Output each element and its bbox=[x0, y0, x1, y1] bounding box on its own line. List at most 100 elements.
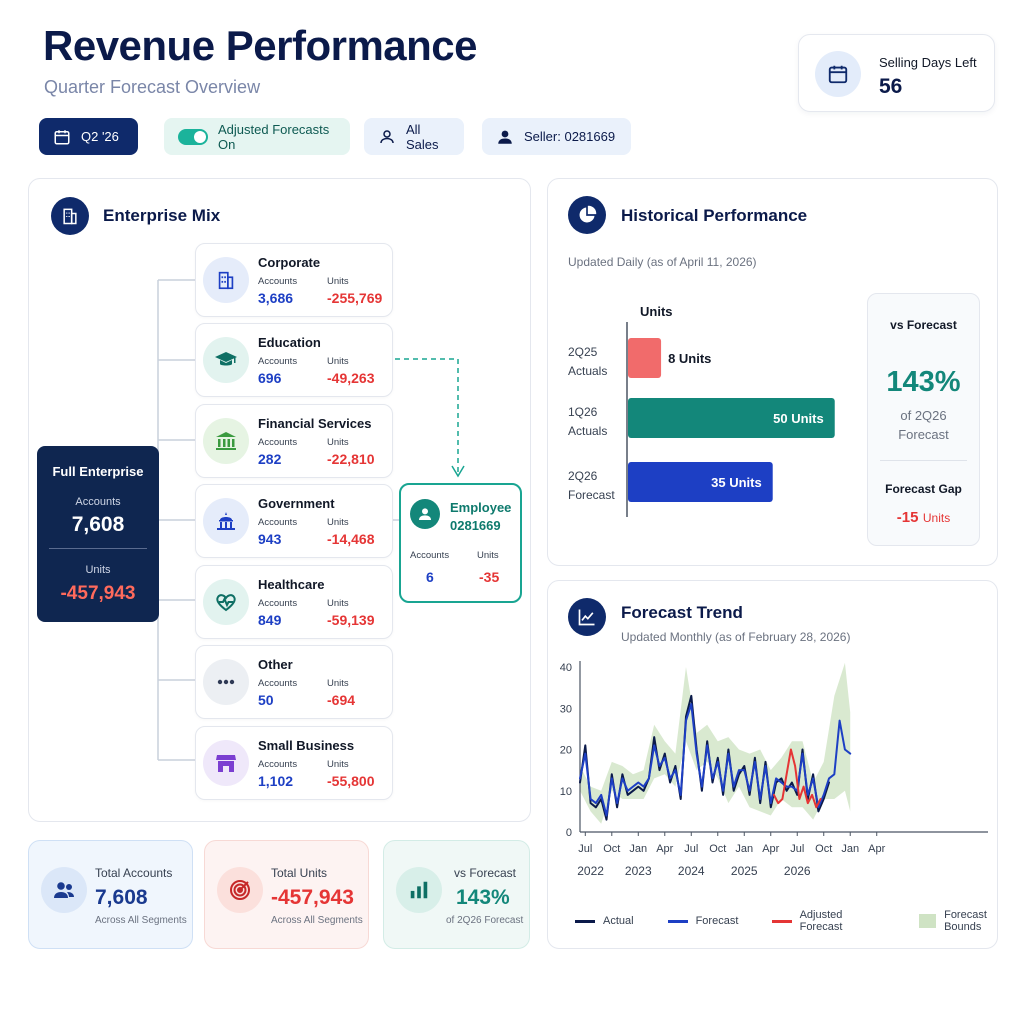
segment-card-financial-services[interactable]: Financial Services Accounts Units 282 -2… bbox=[195, 404, 393, 478]
bar-value-label: 50 Units bbox=[773, 411, 824, 426]
segment-card-healthcare[interactable]: Healthcare Accounts Units 849 -59,139 bbox=[195, 565, 393, 639]
accounts-label: Accounts bbox=[258, 437, 298, 448]
full-enterprise-units: -457,943 bbox=[60, 583, 136, 604]
employee-units: -35 bbox=[479, 569, 500, 585]
x-year-label: 2025 bbox=[731, 864, 758, 878]
vs-forecast-title: vs Forecast bbox=[890, 318, 957, 332]
segment-accounts: 3,686 bbox=[258, 290, 294, 306]
segment-card-corporate[interactable]: Corporate Accounts Units 3,686 -255,769 bbox=[195, 243, 393, 317]
segment-units: -59,139 bbox=[327, 612, 375, 628]
line-chart-icon bbox=[568, 598, 606, 636]
bar-value-label: 35 Units bbox=[711, 475, 762, 490]
units-label: Units bbox=[477, 550, 499, 561]
x-tick-label: Apr bbox=[762, 843, 779, 855]
adjusted-forecasts-label: Adjusted Forecasts On bbox=[218, 121, 330, 152]
x-tick-label: Jan bbox=[735, 843, 753, 855]
legend-adjusted: Adjusted Forecast bbox=[772, 909, 884, 933]
scope-label: All Sales bbox=[406, 121, 439, 152]
toggle-switch[interactable] bbox=[178, 128, 208, 145]
accounts-label: Accounts bbox=[258, 356, 298, 367]
x-tick-label: Jan bbox=[629, 843, 647, 855]
calendar-icon bbox=[815, 51, 861, 97]
divider bbox=[880, 460, 967, 461]
segment-card-government[interactable]: Government Accounts Units 943 -14,468 bbox=[195, 484, 393, 558]
segment-name: Healthcare bbox=[258, 577, 325, 592]
scope-selector[interactable]: All Sales bbox=[364, 118, 464, 155]
category-label: Actuals bbox=[568, 364, 607, 378]
segment-name: Education bbox=[258, 335, 321, 350]
selling-days-card: Selling Days Left 56 bbox=[798, 34, 995, 112]
trend-updated: Updated Monthly (as of February 28, 2026… bbox=[621, 630, 851, 644]
legend-label: Forecast bbox=[695, 915, 739, 927]
kpi-value: 7,608 bbox=[95, 886, 148, 909]
units-label: Units bbox=[327, 598, 349, 609]
legend-swatch bbox=[575, 919, 595, 923]
users-icon bbox=[41, 867, 87, 913]
legend-swatch bbox=[918, 914, 937, 928]
user-icon bbox=[380, 129, 394, 143]
kpi-sub: Across All Segments bbox=[95, 915, 187, 926]
adjusted-forecasts-toggle[interactable]: Adjusted Forecasts On bbox=[164, 118, 350, 155]
divider bbox=[49, 548, 147, 549]
forecast-gap-number: -15 bbox=[896, 509, 919, 526]
legend-forecast: Forecast bbox=[667, 909, 739, 933]
x-year-label: 2024 bbox=[678, 864, 705, 878]
pie-chart-icon bbox=[568, 196, 606, 234]
segment-card-education[interactable]: Education Accounts Units 696 -49,263 bbox=[195, 323, 393, 397]
full-enterprise-title: Full Enterprise bbox=[52, 464, 144, 479]
forecast-trend-panel bbox=[547, 580, 998, 949]
x-year-label: 2023 bbox=[625, 864, 652, 878]
buildings-icon bbox=[51, 197, 89, 235]
target-icon bbox=[217, 867, 263, 913]
forecast-trend-chart: 0 10 20 30 40 Jul Oct Jan Apr Jul Oct Jan Apr Jul Oct J… bbox=[560, 661, 988, 878]
quarter-label: Q2 '26 bbox=[81, 129, 119, 144]
accounts-label: Accounts bbox=[258, 517, 298, 528]
kpi-label: vs Forecast bbox=[454, 866, 517, 880]
units-label: Units bbox=[327, 517, 349, 528]
units-label: Units bbox=[327, 759, 349, 770]
accounts-label: Accounts bbox=[258, 759, 298, 770]
category-label: 2Q26 bbox=[568, 469, 598, 483]
kpi-value: 143% bbox=[456, 886, 510, 909]
quarter-selector[interactable]: Q2 '26 bbox=[39, 118, 138, 155]
x-tick-label: Oct bbox=[709, 843, 726, 855]
legend-label: Actual bbox=[603, 915, 634, 927]
employee-card[interactable]: Employee 0281669 Accounts Units 6 -35 bbox=[399, 483, 522, 603]
x-year-label: 2022 bbox=[577, 864, 604, 878]
kpi-sub: of 2Q26 Forecast bbox=[446, 915, 524, 926]
units-label: Units bbox=[327, 437, 349, 448]
segment-name: Other bbox=[258, 657, 293, 672]
segment-accounts: 849 bbox=[258, 612, 282, 628]
segment-units: -49,263 bbox=[327, 370, 375, 386]
segment-accounts: 282 bbox=[258, 451, 282, 467]
x-tick-label: Oct bbox=[603, 843, 620, 855]
y-tick-label: 10 bbox=[560, 786, 572, 798]
x-tick-label: Jan bbox=[841, 843, 859, 855]
full-enterprise-card[interactable]: Full Enterprise Accounts 7,608 Units -45… bbox=[37, 446, 159, 622]
vs-forecast-sub2: Forecast bbox=[898, 427, 949, 442]
segment-units: -55,800 bbox=[327, 773, 375, 789]
x-tick-label: Apr bbox=[868, 843, 885, 855]
units-axis-label: Units bbox=[640, 304, 673, 319]
forecast-gap-title: Forecast Gap bbox=[885, 482, 962, 496]
seller-selector[interactable]: Seller: 0281669 bbox=[482, 118, 631, 155]
building-icon bbox=[203, 257, 249, 303]
segment-units: -694 bbox=[327, 692, 356, 708]
kpi-vs-forecast: vs Forecast 143% of 2Q26 Forecast bbox=[383, 840, 530, 949]
x-tick-label: Oct bbox=[815, 843, 832, 855]
page-subtitle: Quarter Forecast Overview bbox=[44, 77, 261, 97]
calendar-icon bbox=[54, 129, 70, 144]
segment-name: Corporate bbox=[258, 255, 321, 270]
accounts-label: Accounts bbox=[410, 550, 450, 561]
person-icon bbox=[498, 130, 512, 144]
segment-card-small-business[interactable]: Small Business Accounts Units 1,102 -55,… bbox=[195, 726, 393, 800]
kpi-label: Total Accounts bbox=[95, 866, 173, 880]
segment-accounts: 1,102 bbox=[258, 773, 294, 789]
legend-label: Adjusted Forecast bbox=[799, 909, 843, 933]
y-tick-label: 40 bbox=[560, 662, 572, 674]
accounts-label: Accounts bbox=[258, 276, 298, 287]
series-adjusted-forecast bbox=[772, 748, 822, 809]
legend-swatch bbox=[667, 919, 688, 923]
segment-card-other[interactable]: Other Accounts Units 50 -694 bbox=[195, 645, 393, 719]
category-label: 2Q25 bbox=[568, 345, 598, 359]
